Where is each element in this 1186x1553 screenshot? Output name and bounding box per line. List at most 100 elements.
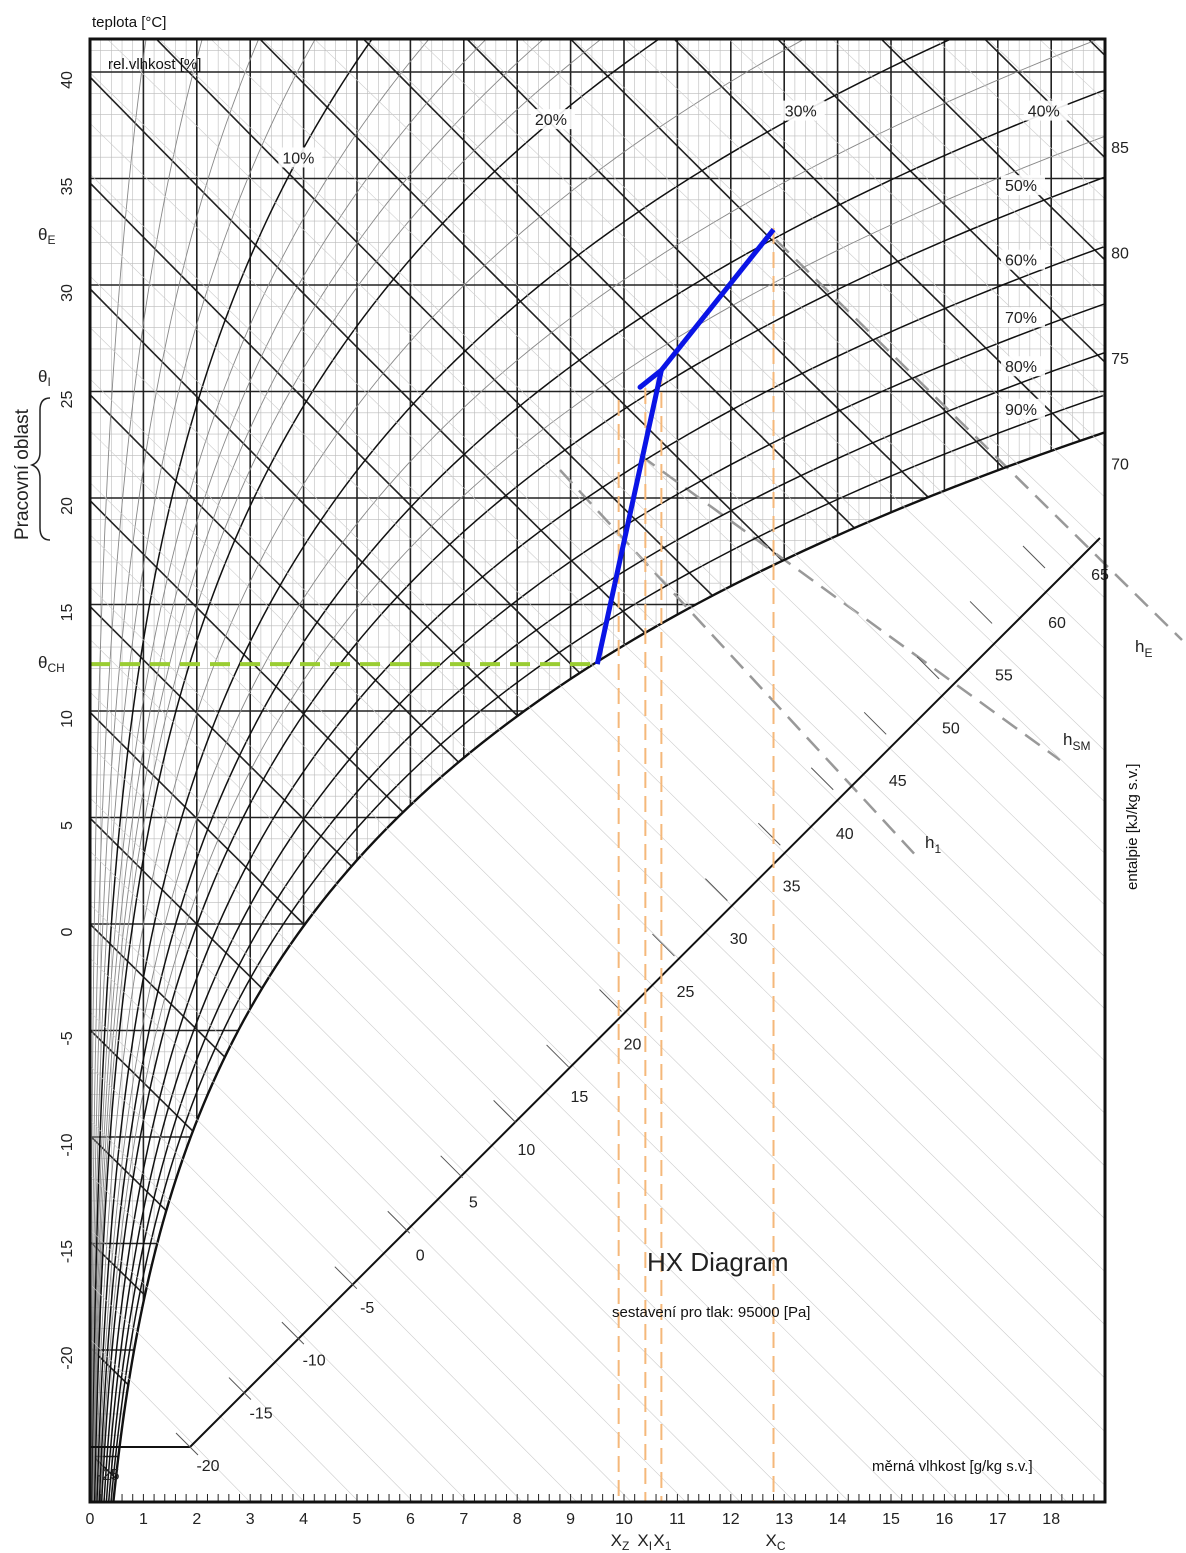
enthalpy-line: [776, 39, 1105, 364]
enthalpy-tick-label: 45: [889, 773, 907, 790]
rh-label-bg: [1001, 175, 1045, 196]
enthalpy-tick-label: 75: [1111, 351, 1129, 368]
y-tick-label: 10: [59, 710, 76, 728]
rh-curve: [100, 176, 1105, 1502]
enthalpy-marker-line: [559, 469, 921, 861]
wetbulb-line: [883, 39, 1105, 249]
x-tick-label: 9: [566, 1511, 575, 1528]
wetbulb-line: [831, 39, 1105, 299]
rh-title: rel.vlhkost [%]: [108, 56, 201, 73]
rh-curve: [93, 39, 545, 1502]
plot-frame: [88, 37, 1107, 1504]
enthalpy-minor-tick: [281, 1321, 305, 1345]
rh-curve: [112, 431, 1105, 1502]
band-brace: [29, 397, 51, 541]
wetbulb-line: [90, 482, 1105, 1486]
rh-curve: [91, 39, 374, 1502]
y-tick-label: 15: [59, 604, 76, 622]
enthalpy-minor-tick: [757, 822, 781, 846]
enthalpy-minor-tick: [440, 1155, 464, 1179]
rh-label-group: 30%: [780, 100, 825, 121]
y-tick-label: -5: [59, 1031, 76, 1045]
rh-label-group: 20%: [530, 109, 575, 130]
x-tick-label: 11: [669, 1511, 686, 1528]
enthalpy-minor-tick: [863, 711, 887, 735]
rh-label-bg: [1001, 398, 1045, 419]
x-tick-label: 3: [246, 1511, 255, 1528]
enthalpy-minor-tick: [652, 933, 675, 957]
wetbulb-line: [90, 1228, 360, 1502]
wetbulb-line: [90, 1011, 578, 1502]
rh-label: 40%: [1028, 104, 1060, 121]
process-line: [594, 228, 776, 665]
enthalpy-minor-tick: [493, 1100, 516, 1123]
rh-curve: [90, 39, 260, 1502]
y-tick-label: 20: [59, 497, 76, 515]
rh-label-bg: [1023, 100, 1068, 121]
enthalpy-minor-tick: [175, 1432, 199, 1456]
enthalpy-tick-label: -20: [196, 1458, 219, 1475]
x-tick-label: 12: [722, 1511, 740, 1528]
enthalpy-minor-tick: [546, 1044, 569, 1068]
enthalpy-tick-label: 60: [1048, 615, 1066, 632]
enthalpy-tick-label: 10: [517, 1142, 535, 1159]
enthalpy-tick-label: 85: [1111, 140, 1129, 157]
enthalpy-tick-label: -15: [250, 1405, 273, 1422]
x-axis-label: měrná vlhkost [g/kg s.v.]: [872, 1458, 1033, 1475]
chart-title: HX Diagram: [647, 1247, 789, 1277]
x-tick-label: 18: [1042, 1511, 1060, 1528]
enthalpy-tick-label: 0: [416, 1247, 425, 1264]
y-tick-label: -15: [59, 1240, 76, 1263]
x-tick-label: 1: [139, 1511, 148, 1528]
y-tick-label: 25: [59, 391, 76, 409]
wetbulb-line: [106, 39, 1105, 1010]
wetbulb-line: [90, 850, 741, 1502]
rh-curve: [95, 39, 806, 1502]
enthalpy-tick-label: 5: [469, 1195, 478, 1212]
enthalpy-minor-tick: [387, 1210, 411, 1234]
rh-label-group: 40%: [1023, 100, 1068, 121]
wetbulb-line: [90, 327, 1105, 1326]
rh-label: 90%: [1005, 402, 1037, 419]
enthalpy-tick-label: 70: [1111, 457, 1129, 474]
y2-axis-label: entalpie [kJ/kg s.v.]: [1124, 764, 1141, 890]
rh-label: 30%: [785, 104, 817, 121]
rh-label-group: 90%: [1001, 398, 1045, 419]
wetbulb-line: [90, 691, 905, 1502]
wetbulb-line: [90, 638, 959, 1502]
x-tick-label: 14: [829, 1511, 847, 1528]
y-tick-label: -20: [59, 1346, 76, 1369]
rh-label-bg: [1001, 249, 1045, 270]
x-tick-label: 0: [86, 1511, 95, 1528]
enthalpy-tick-label: -5: [360, 1300, 374, 1317]
rh-curve: [105, 302, 1105, 1502]
y-tick-label: 35: [59, 178, 76, 196]
rh-curve: [91, 39, 316, 1502]
enthalpy-tick-label: 20: [624, 1037, 642, 1054]
enthalpy-line: [672, 39, 1105, 466]
y-tick-label: 5: [59, 821, 76, 830]
unsaturated-mask: [113, 432, 1105, 1502]
x-tick-label: 15: [882, 1511, 900, 1528]
rh-label-group: 10%: [278, 147, 323, 168]
x-tick-label: 16: [936, 1511, 954, 1528]
rh-curve: [110, 394, 1105, 1502]
wetbulb-line: [90, 1119, 469, 1502]
enthalpy-line: [465, 39, 1105, 671]
enthalpy-tick-label: 15: [571, 1089, 589, 1106]
enthalpy-tick-label: 25: [677, 984, 695, 1001]
rh-label-group: 60%: [1001, 249, 1045, 270]
enthalpy-tick-label: 35: [783, 878, 801, 895]
wetbulb-line: [158, 39, 1105, 958]
rh-curve: [93, 39, 661, 1502]
enthalpy-tick-label: -25: [96, 1467, 119, 1484]
wetbulb-line: [624, 39, 1105, 498]
rh-curve: [96, 39, 953, 1502]
wetbulb-line: [210, 39, 1105, 906]
rh-label: 50%: [1005, 178, 1037, 195]
wetbulb-line: [779, 39, 1105, 348]
enthalpy-minor-tick: [334, 1266, 358, 1290]
enthalpy-line: [569, 39, 1105, 568]
rh-curve: [97, 39, 1100, 1502]
